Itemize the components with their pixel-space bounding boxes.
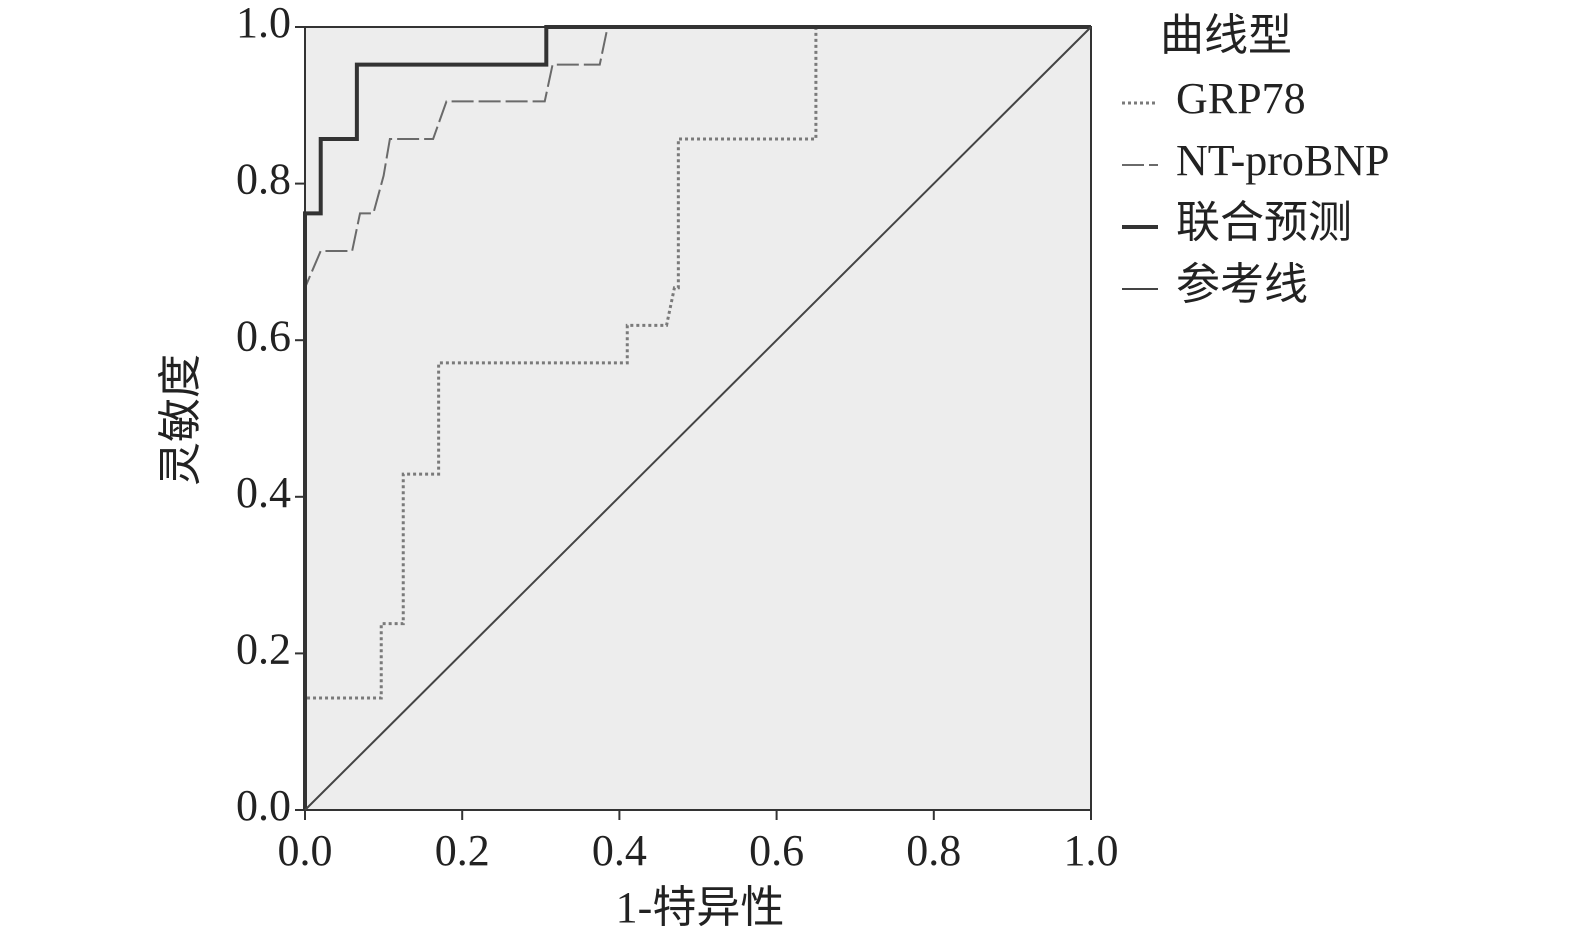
legend-label: 参考线 — [1176, 260, 1308, 309]
roc-line — [304, 26, 1091, 810]
y-tick-label: 1.0 — [236, 0, 291, 47]
y-tick-label: 0.4 — [236, 468, 291, 517]
y-tick-label: 0.6 — [236, 311, 291, 360]
roc-line — [303, 25, 1091, 810]
roc-line — [303, 25, 1091, 810]
roc-line — [304, 26, 1092, 811]
x-tick-label: 0.6 — [749, 826, 804, 875]
legend-label: NT-proBNP — [1176, 136, 1390, 185]
x-tick-label: 0.2 — [435, 826, 490, 875]
y-tick-label: 0.0 — [236, 781, 291, 830]
y-tick-label: 0.8 — [236, 155, 291, 204]
x-tick-label: 1.0 — [1064, 826, 1119, 875]
legend-label: GRP78 — [1176, 74, 1306, 123]
x-tick-label: 0.0 — [278, 826, 333, 875]
y-axis-label: 灵敏度 — [156, 354, 205, 486]
x-tick-label: 0.8 — [906, 826, 961, 875]
y-tick-label: 0.2 — [236, 624, 291, 673]
x-tick-label: 0.4 — [592, 826, 647, 875]
legend-title: 曲线型 — [1160, 11, 1292, 60]
legend-label: 联合预测 — [1176, 198, 1352, 247]
x-axis-label: 1-特异性 — [616, 883, 785, 932]
